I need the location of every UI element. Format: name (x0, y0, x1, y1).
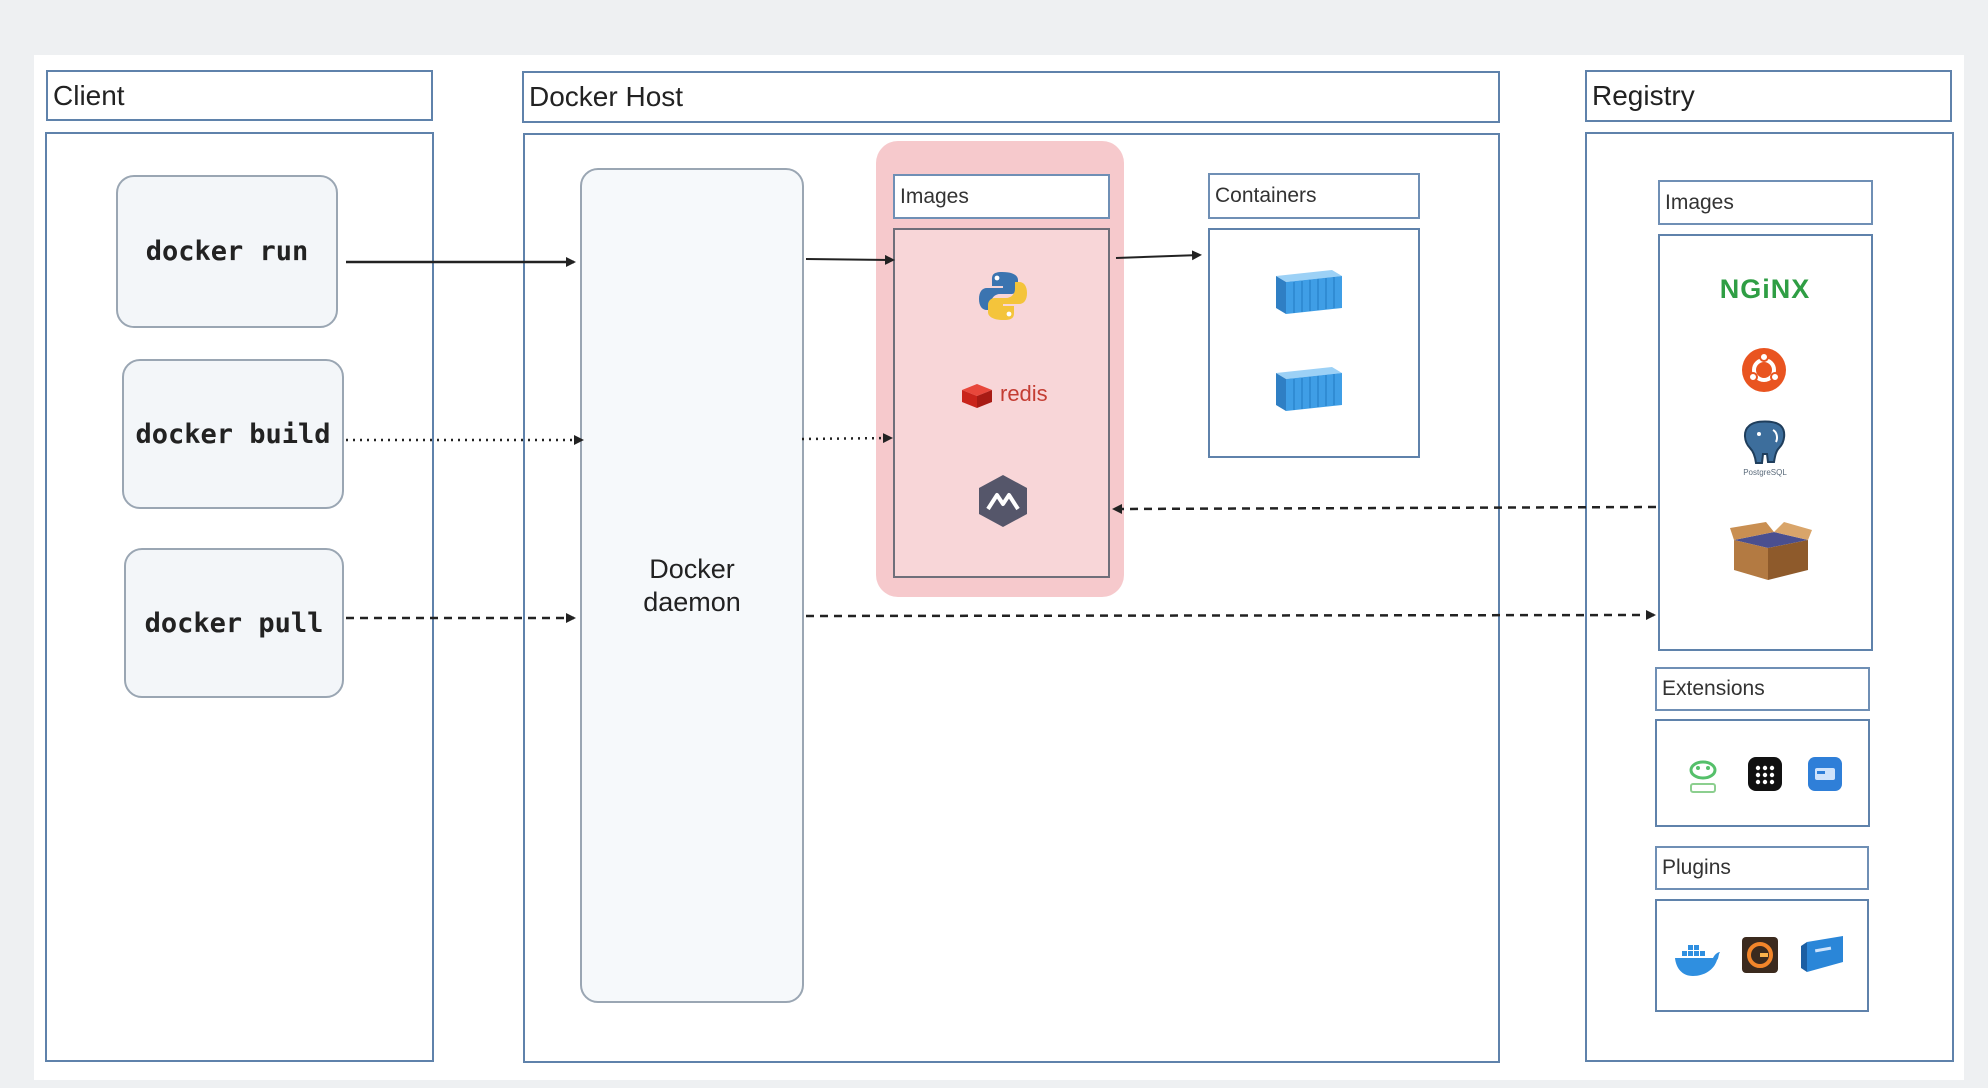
grafana-icon[interactable] (1741, 936, 1779, 974)
docker-build-label: docker build (135, 418, 331, 450)
redis-label: redis (1000, 381, 1048, 406)
images-to-containers-arrow (1115, 250, 1202, 261)
registry-images-header: Images (1658, 180, 1873, 225)
daemon-build-to-images-arrow (801, 433, 893, 444)
docker-run-label: docker run (145, 236, 309, 267)
local-images-title: Images (900, 184, 969, 208)
redis-icon: redis (960, 378, 1060, 412)
redis-cube-icon (962, 384, 992, 408)
docker-daemon[interactable]: Docker daemon (580, 168, 804, 1003)
plugins-title: Plugins (1662, 856, 1731, 879)
local-images-header: Images (893, 174, 1110, 219)
docker-daemon-label: Docker daemon (643, 553, 741, 619)
client-title: Client (53, 79, 125, 111)
docker-daemon-line2: daemon (643, 586, 741, 617)
docker-pull-command[interactable]: docker pull (124, 548, 344, 698)
docker-pull-label: docker pull (144, 607, 324, 639)
postgresql-logo: PostgreSQL (1725, 418, 1805, 480)
nginx-logo: NGiNX (1719, 274, 1811, 304)
docker-run-command[interactable]: docker run (116, 175, 338, 328)
containers-panel (1208, 228, 1420, 458)
docker-daemon-line1: Docker (649, 553, 735, 584)
registry-images-panel (1658, 234, 1873, 651)
container-icon (1276, 367, 1342, 411)
containers-header: Containers (1208, 173, 1420, 219)
container-icon (1276, 270, 1342, 314)
plugins-header: Plugins (1655, 846, 1869, 890)
docker-whale-icon[interactable] (1672, 938, 1722, 978)
registry-header: Registry (1585, 70, 1952, 122)
python-icon (979, 272, 1027, 320)
grid-app-icon[interactable] (1747, 756, 1783, 792)
daemon-to-images-arrow (805, 254, 895, 265)
daemon-to-registry-arrow (805, 610, 1656, 621)
extensions-header: Extensions (1655, 667, 1870, 711)
mariner-icon (979, 475, 1027, 527)
registry-title: Registry (1592, 80, 1695, 111)
disk-icon[interactable] (1807, 756, 1843, 792)
box-icon (1730, 522, 1812, 580)
registry-to-images-arrow (1112, 503, 1657, 514)
jfrog-icon[interactable] (1683, 756, 1723, 796)
storage-icon[interactable] (1797, 932, 1849, 976)
postgresql-label: PostgreSQL (1743, 468, 1787, 477)
containers-title: Containers (1215, 184, 1317, 207)
ubuntu-logo (1742, 348, 1786, 392)
extensions-title: Extensions (1662, 677, 1765, 700)
postgresql-elephant-icon (1744, 420, 1786, 464)
client-header: Client (46, 70, 433, 121)
docker-host-title: Docker Host (529, 81, 684, 112)
docker-build-command[interactable]: docker build (122, 359, 344, 509)
docker-host-header: Docker Host (522, 71, 1500, 123)
registry-images-title: Images (1665, 190, 1734, 214)
